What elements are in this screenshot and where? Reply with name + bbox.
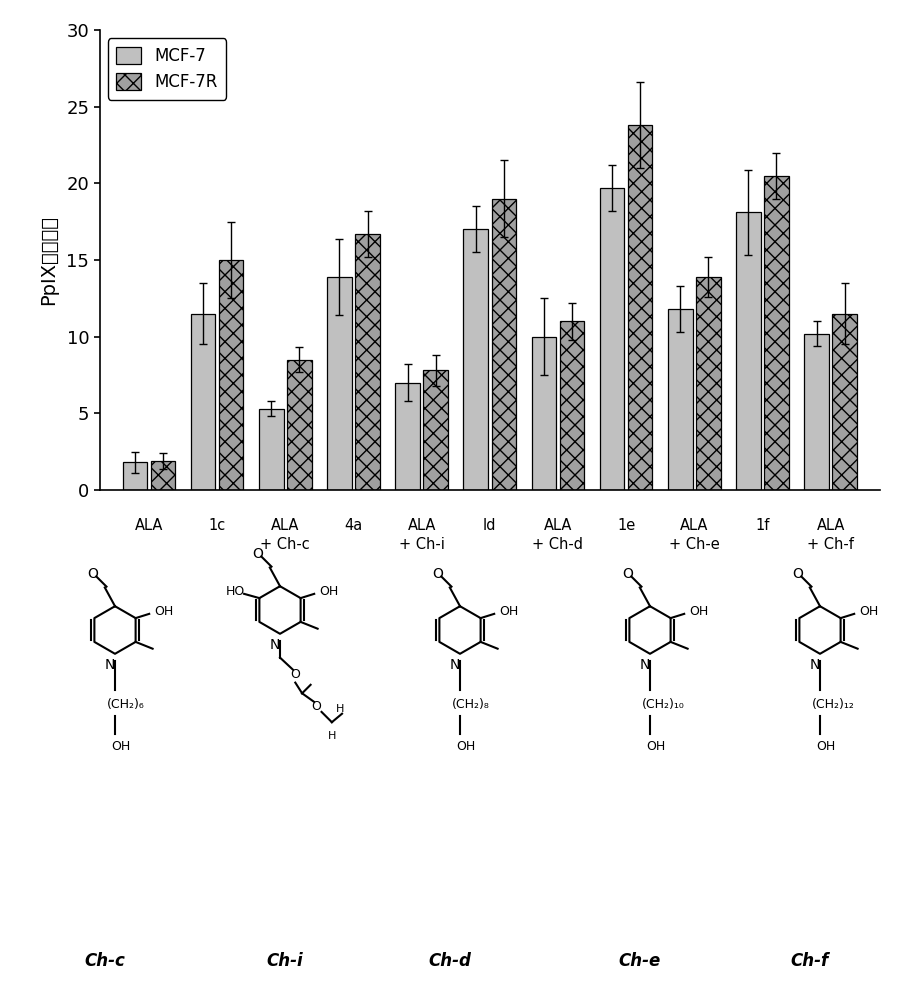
Text: Id: Id xyxy=(483,518,496,533)
Text: ALA
+ Ch-i: ALA + Ch-i xyxy=(399,518,444,552)
Bar xyxy=(600,188,624,490)
Bar xyxy=(122,462,147,490)
Text: HO: HO xyxy=(226,585,245,598)
Text: O: O xyxy=(252,547,263,561)
Text: O: O xyxy=(433,567,444,581)
Text: (CH₂)₁₀: (CH₂)₁₀ xyxy=(642,698,685,711)
Text: OH: OH xyxy=(500,605,519,618)
Text: Ch-c: Ch-c xyxy=(84,952,125,970)
Text: ALA
+ Ch-d: ALA + Ch-d xyxy=(532,518,583,552)
Text: ALA
+ Ch-f: ALA + Ch-f xyxy=(807,518,854,552)
Text: H: H xyxy=(336,704,345,714)
Text: O: O xyxy=(87,567,98,581)
Text: N: N xyxy=(450,658,460,672)
Bar xyxy=(190,314,215,490)
Bar xyxy=(628,125,652,490)
Text: O: O xyxy=(793,567,804,581)
Bar xyxy=(805,334,829,490)
Bar xyxy=(765,176,789,490)
Bar xyxy=(287,360,312,490)
Text: O: O xyxy=(312,700,321,713)
Bar xyxy=(736,212,761,490)
Text: (CH₂)₆: (CH₂)₆ xyxy=(107,698,145,711)
Text: OH: OH xyxy=(689,605,708,618)
Y-axis label: PpIX荧光强度: PpIX荧光强度 xyxy=(39,215,58,305)
Legend: MCF-7, MCF-7R: MCF-7, MCF-7R xyxy=(108,38,227,100)
Text: OH: OH xyxy=(111,740,131,753)
Text: ALA: ALA xyxy=(135,518,163,533)
Bar xyxy=(532,337,556,490)
Bar xyxy=(492,199,516,490)
Text: N: N xyxy=(269,638,280,652)
Text: OH: OH xyxy=(646,740,665,753)
Bar xyxy=(327,277,352,490)
Text: 1f: 1f xyxy=(756,518,770,533)
Text: OH: OH xyxy=(816,740,835,753)
Text: O: O xyxy=(290,668,300,681)
Bar xyxy=(463,229,488,490)
Bar xyxy=(219,260,243,490)
Text: N: N xyxy=(810,658,820,672)
Bar xyxy=(151,461,175,490)
Text: Ch-f: Ch-f xyxy=(791,952,829,970)
Text: OH: OH xyxy=(456,740,475,753)
Text: OH: OH xyxy=(319,585,338,598)
Text: N: N xyxy=(104,658,115,672)
Text: OH: OH xyxy=(859,605,879,618)
Text: 4a: 4a xyxy=(345,518,363,533)
Text: O: O xyxy=(622,567,633,581)
Bar xyxy=(833,314,857,490)
Text: H: H xyxy=(327,731,336,741)
Text: Ch-i: Ch-i xyxy=(267,952,303,970)
Text: ALA
+ Ch-c: ALA + Ch-c xyxy=(260,518,310,552)
Bar xyxy=(424,370,448,490)
Text: OH: OH xyxy=(154,605,173,618)
Bar xyxy=(668,309,693,490)
Bar xyxy=(395,383,420,490)
Text: (CH₂)₁₂: (CH₂)₁₂ xyxy=(812,698,855,711)
Text: N: N xyxy=(639,658,650,672)
Text: ALA
+ Ch-e: ALA + Ch-e xyxy=(668,518,719,552)
Text: 1e: 1e xyxy=(617,518,635,533)
Text: (CH₂)₈: (CH₂)₈ xyxy=(452,698,490,711)
Bar xyxy=(560,321,584,490)
Bar xyxy=(258,409,284,490)
Text: Ch-d: Ch-d xyxy=(429,952,472,970)
Text: 1c: 1c xyxy=(209,518,226,533)
Bar xyxy=(356,234,380,490)
Text: Ch-e: Ch-e xyxy=(619,952,661,970)
Bar xyxy=(696,277,721,490)
